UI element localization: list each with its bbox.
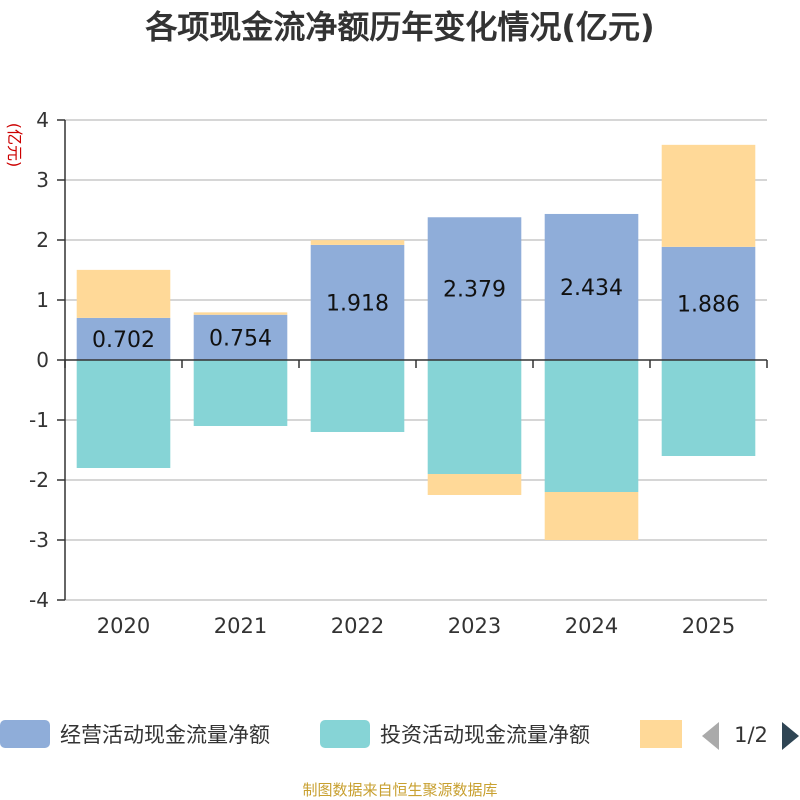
legend-label-operating[interactable]: 经营活动现金流量净额	[60, 723, 270, 747]
data-label-2024: 2.434	[560, 276, 623, 301]
data-label-2023: 2.379	[443, 278, 506, 303]
bar-2020-series-1[interactable]	[76, 360, 171, 468]
bar-2025-series-2[interactable]	[661, 144, 756, 247]
y-tick-label: 1	[36, 288, 49, 312]
data-labels: 0.702 0.754 1.918 2.379 2.434 1.886	[92, 276, 740, 353]
y-axis-unit: (亿元)	[5, 123, 24, 168]
bar-2025-series-1[interactable]	[661, 360, 756, 456]
legend-next-page-icon[interactable]	[782, 722, 799, 750]
data-label-2025: 1.886	[677, 292, 740, 317]
x-tick-label: 2021	[214, 614, 267, 638]
bar-2020-series-2[interactable]	[76, 269, 171, 318]
legend-swatch-operating[interactable]	[0, 720, 50, 748]
legend-prev-page-icon[interactable]	[702, 722, 719, 750]
x-tick-label: 2024	[565, 614, 618, 638]
bar-2024-series-1[interactable]	[544, 360, 639, 492]
y-tick-label: 3	[36, 168, 49, 192]
legend: 经营活动现金流量净额 投资活动现金流量净额 1/2	[0, 720, 799, 750]
bar-2021-series-0[interactable]	[193, 314, 288, 360]
bar-2025-series-0[interactable]	[661, 246, 756, 360]
bar-2024-series-2[interactable]	[544, 492, 639, 540]
y-tick-label: -4	[29, 588, 49, 612]
bar-2021-series-2[interactable]	[193, 312, 288, 315]
y-tick-label: 0	[36, 348, 49, 372]
data-label-2021: 0.754	[209, 326, 272, 351]
chart-title: 各项现金流净额历年变化情况(亿元)	[145, 8, 654, 46]
legend-swatch-investing[interactable]	[320, 720, 370, 748]
data-label-2022: 1.918	[326, 291, 389, 316]
data-source: 制图数据来自恒生聚源数据库	[302, 781, 497, 799]
bar-2022-series-0[interactable]	[310, 244, 405, 360]
gridlines	[65, 119, 767, 601]
y-tick-label: 4	[36, 108, 49, 132]
y-tick-label: -1	[29, 408, 49, 432]
x-tick-label: 2020	[97, 614, 150, 638]
x-tick-label: 2022	[331, 614, 384, 638]
bar-2022-series-1[interactable]	[310, 360, 405, 432]
bar-2022-series-2[interactable]	[310, 240, 405, 245]
legend-swatch-financing[interactable]	[640, 720, 682, 748]
y-tick-label: -3	[29, 528, 49, 552]
bar-2023-series-0[interactable]	[427, 217, 522, 360]
bars	[76, 144, 756, 540]
legend-label-investing[interactable]: 投资活动现金流量净额	[380, 723, 590, 747]
bar-2023-series-2[interactable]	[427, 474, 522, 495]
x-tick-label: 2023	[448, 614, 501, 638]
data-label-2020: 0.702	[92, 328, 155, 353]
bar-2024-series-0[interactable]	[544, 213, 639, 360]
y-tick-label: -2	[29, 468, 49, 492]
legend-page-indicator: 1/2	[734, 723, 768, 747]
bar-2020-series-0[interactable]	[76, 317, 171, 360]
axes: 4 3 2 1 0 -1 -2 -3 -4 2020 2021 2022 2023 2024 2025	[29, 108, 768, 638]
y-tick-label: 2	[36, 228, 49, 252]
bar-2023-series-1[interactable]	[427, 360, 522, 474]
x-tick-label: 2025	[682, 614, 735, 638]
bar-2021-series-1[interactable]	[193, 360, 288, 426]
